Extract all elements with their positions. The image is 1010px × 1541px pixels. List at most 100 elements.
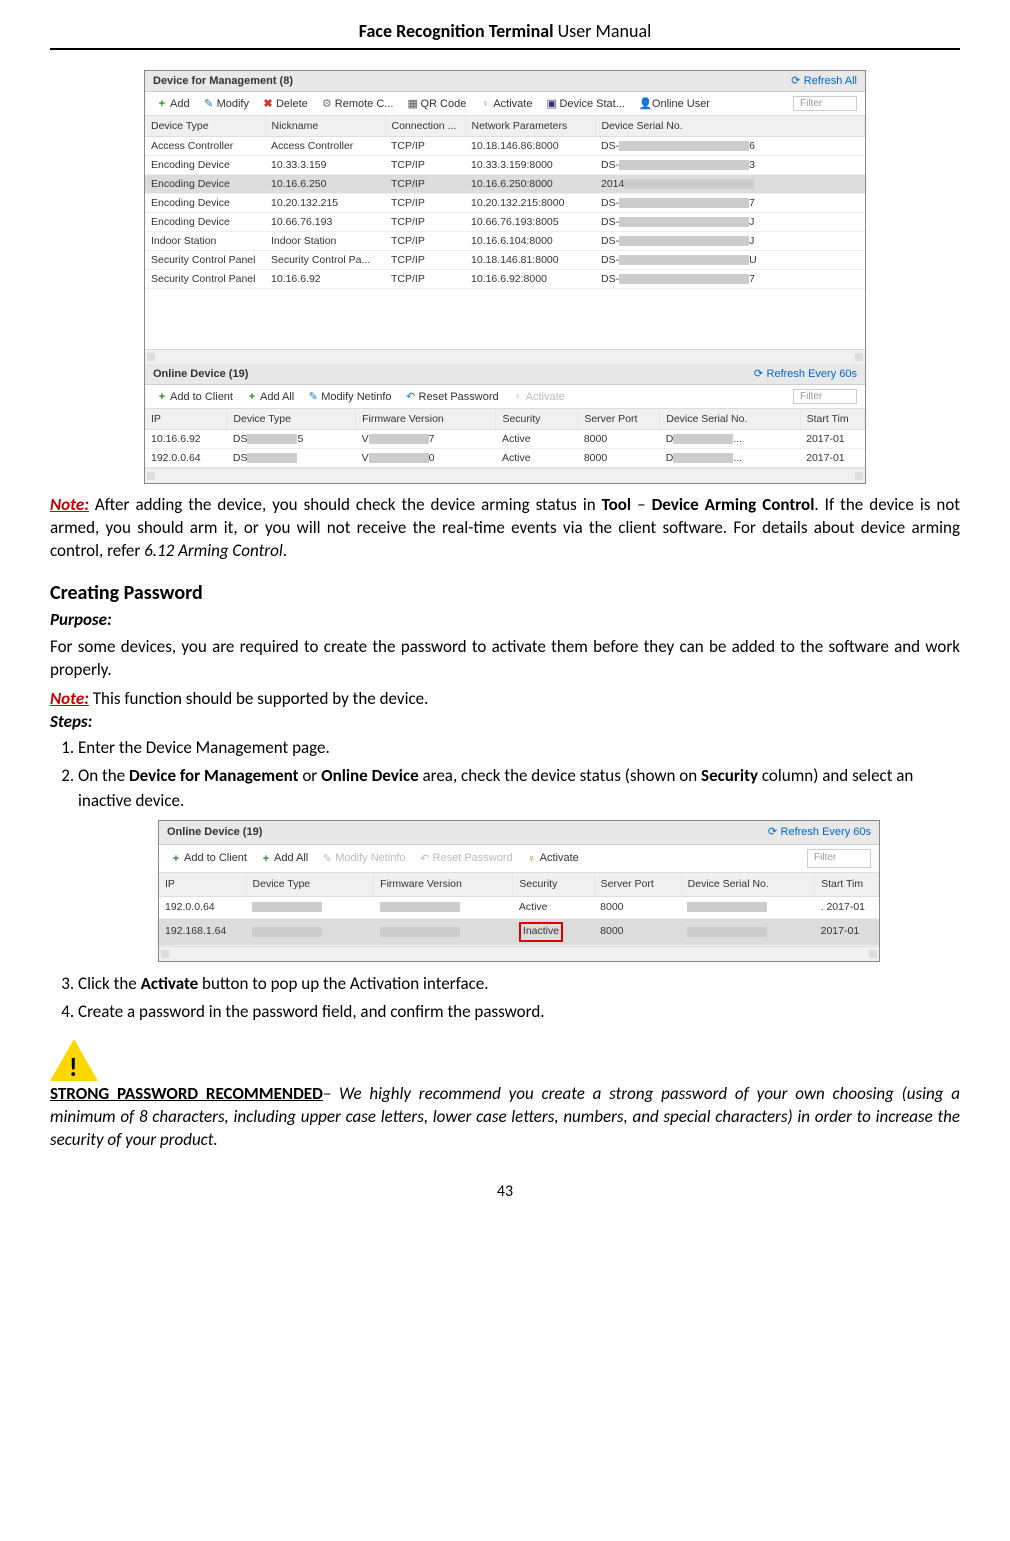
- lamp-icon: ♀: [513, 392, 523, 402]
- table-row[interactable]: 192.168.1.64Inactive80002017-01: [159, 919, 879, 945]
- col-serial-no[interactable]: Device Serial No.: [595, 116, 865, 137]
- device-management-screenshot: Device for Management (8) ⟳ Refresh All …: [144, 70, 866, 484]
- refresh-icon: ⟳: [791, 76, 801, 86]
- modify-netinfo-button[interactable]: ✎Modify Netinfo: [304, 390, 395, 404]
- add-button[interactable]: +Add: [153, 97, 194, 111]
- horizontal-scrollbar[interactable]: [145, 468, 865, 483]
- table-row[interactable]: 10.16.6.92DS5V7Active8000D...2017-01: [145, 430, 865, 449]
- refresh-every-60s-button[interactable]: ⟳ Refresh Every 60s: [753, 368, 857, 380]
- table-row[interactable]: Encoding Device10.20.132.215TCP/IP10.20.…: [145, 194, 865, 213]
- remote-config-button[interactable]: ⚙Remote C...: [318, 97, 398, 111]
- step-4: Create a password in the password field,…: [78, 1000, 960, 1025]
- col-server-port[interactable]: Server Port: [594, 873, 681, 897]
- online-device-toolbar-2: +Add to Client +Add All ✎Modify Netinfo …: [159, 845, 879, 873]
- exclamation-icon: !: [69, 1051, 77, 1083]
- plus-icon: +: [247, 392, 257, 402]
- horizontal-scrollbar[interactable]: [159, 946, 879, 961]
- col-network-params[interactable]: Network Parameters: [465, 116, 595, 137]
- note-paragraph-2: Note: This function should be supported …: [50, 688, 960, 711]
- device-status-button[interactable]: ▣Device Stat...: [542, 97, 628, 111]
- reset-password-button-disabled: ↶Reset Password: [416, 850, 517, 868]
- table-row[interactable]: Encoding Device10.66.76.193TCP/IP10.66.7…: [145, 213, 865, 232]
- col-firmware[interactable]: Firmware Version: [374, 873, 513, 897]
- plus-icon: +: [157, 99, 167, 109]
- edit-icon: ✎: [322, 854, 332, 864]
- table-row[interactable]: 192.0.0.64DSV0Active8000D...2017-01: [145, 449, 865, 468]
- x-icon: ✖: [263, 99, 273, 109]
- strong-password-paragraph: STRONG PASSWORD RECOMMENDED– We highly r…: [50, 1083, 960, 1152]
- col-device-type[interactable]: Device Type: [227, 409, 356, 430]
- note-label: Note:: [50, 494, 89, 515]
- online-device-table: IP Device Type Firmware Version Security…: [145, 409, 865, 468]
- online-device-screenshot-2: Online Device (19) ⟳ Refresh Every 60s +…: [158, 820, 880, 962]
- filter-input[interactable]: Filter: [793, 96, 857, 111]
- reset-icon: ↶: [420, 854, 430, 864]
- modify-button[interactable]: ✎Modify: [200, 97, 253, 111]
- table-row[interactable]: Indoor StationIndoor StationTCP/IP10.16.…: [145, 232, 865, 251]
- col-start-time[interactable]: Start Tim: [815, 873, 879, 897]
- device-management-table: Device Type Nickname Connection ... Netw…: [145, 116, 865, 289]
- page-header: Face Recognition Terminal User Manual: [50, 20, 960, 50]
- col-serial-no[interactable]: Device Serial No.: [681, 873, 814, 897]
- filter-input[interactable]: Filter: [807, 849, 871, 868]
- col-security[interactable]: Security: [496, 409, 578, 430]
- table-row[interactable]: Access ControllerAccess ControllerTCP/IP…: [145, 137, 865, 156]
- table-row[interactable]: Encoding Device10.33.3.159TCP/IP10.33.3.…: [145, 156, 865, 175]
- plus-icon: +: [171, 854, 181, 864]
- activate-button-enabled[interactable]: ♀Activate: [523, 850, 583, 868]
- purpose-label: Purpose:: [50, 609, 960, 630]
- panel-title: Device for Management (8): [153, 75, 293, 87]
- table-row[interactable]: Encoding Device10.16.6.250TCP/IP10.16.6.…: [145, 175, 865, 194]
- add-all-button[interactable]: +Add All: [243, 390, 298, 404]
- online-device-panel-header-2: Online Device (19) ⟳ Refresh Every 60s: [159, 821, 879, 846]
- activate-button[interactable]: ♀Activate: [476, 97, 536, 111]
- add-all-button[interactable]: +Add All: [257, 850, 312, 868]
- table-row[interactable]: Security Control Panel10.16.6.92TCP/IP10…: [145, 270, 865, 289]
- online-user-button[interactable]: 👤Online User: [635, 97, 714, 111]
- online-device-panel-header: Online Device (19) ⟳ Refresh Every 60s: [145, 364, 865, 385]
- table-row[interactable]: Security Control PanelSecurity Control P…: [145, 251, 865, 270]
- plus-icon: +: [261, 854, 271, 864]
- col-firmware[interactable]: Firmware Version: [356, 409, 496, 430]
- col-ip[interactable]: IP: [145, 409, 227, 430]
- reset-password-button[interactable]: ↶Reset Password: [402, 390, 503, 404]
- delete-button[interactable]: ✖Delete: [259, 97, 312, 111]
- refresh-icon: ⟳: [767, 827, 777, 837]
- user-icon: 👤: [639, 99, 649, 109]
- col-security[interactable]: Security: [513, 873, 594, 897]
- qr-code-button[interactable]: ▦QR Code: [403, 97, 470, 111]
- purpose-text: For some devices, you are required to cr…: [50, 636, 960, 682]
- col-start-time[interactable]: Start Tim: [800, 409, 864, 430]
- header-light: User Manual: [554, 20, 652, 42]
- col-device-type[interactable]: Device Type: [145, 116, 265, 137]
- refresh-icon: ⟳: [753, 369, 763, 379]
- filter-input[interactable]: Filter: [793, 389, 857, 404]
- col-connection[interactable]: Connection ...: [385, 116, 465, 137]
- add-to-client-button[interactable]: +Add to Client: [167, 850, 251, 868]
- creating-password-heading: Creating Password: [50, 581, 960, 605]
- col-serial-no[interactable]: Device Serial No.: [660, 409, 800, 430]
- plus-icon: +: [157, 392, 167, 402]
- horizontal-scrollbar[interactable]: [145, 349, 865, 364]
- online-device-table-2: IP Device Type Firmware Version Security…: [159, 873, 879, 946]
- add-to-client-button[interactable]: +Add to Client: [153, 390, 237, 404]
- activate-button-disabled: ♀Activate: [509, 390, 569, 404]
- table-header-row: IP Device Type Firmware Version Security…: [145, 409, 865, 430]
- device-management-panel-header: Device for Management (8) ⟳ Refresh All: [145, 71, 865, 92]
- strong-password-title: STRONG PASSWORD RECOMMENDED: [50, 1083, 323, 1104]
- device-management-toolbar: +Add ✎Modify ✖Delete ⚙Remote C... ▦QR Co…: [145, 92, 865, 116]
- step-3: Click the Activate button to pop up the …: [78, 972, 960, 997]
- col-ip[interactable]: IP: [159, 873, 246, 897]
- lamp-icon: ♀: [527, 854, 537, 864]
- note-label: Note:: [50, 688, 89, 709]
- edit-icon: ✎: [204, 99, 214, 109]
- online-device-title: Online Device (19): [153, 368, 248, 380]
- refresh-all-button[interactable]: ⟳ Refresh All: [791, 75, 857, 87]
- col-server-port[interactable]: Server Port: [578, 409, 660, 430]
- refresh-every-60s-button-2[interactable]: ⟳ Refresh Every 60s: [767, 825, 871, 841]
- page-number: 43: [50, 1182, 960, 1201]
- col-nickname[interactable]: Nickname: [265, 116, 385, 137]
- col-device-type[interactable]: Device Type: [246, 873, 374, 897]
- table-row[interactable]: 192.0.0.64Active8000. 2017-01: [159, 897, 879, 919]
- lamp-icon: ♀: [480, 99, 490, 109]
